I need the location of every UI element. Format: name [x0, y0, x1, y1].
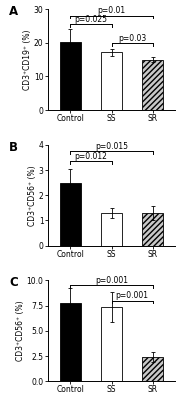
Text: p=0.001: p=0.001: [116, 291, 149, 300]
Text: p=0.001: p=0.001: [95, 276, 128, 285]
Bar: [101, 307, 122, 381]
Bar: [101, 52, 122, 110]
Text: p=0.015: p=0.015: [95, 142, 128, 150]
Text: p=0.03: p=0.03: [118, 34, 146, 43]
Bar: [101, 213, 122, 246]
Text: C: C: [9, 276, 18, 289]
Text: p=0.01: p=0.01: [98, 6, 126, 15]
Y-axis label: CD3⁺CD56⁺ (%): CD3⁺CD56⁺ (%): [28, 165, 37, 226]
Text: p=0.025: p=0.025: [74, 15, 108, 24]
Bar: [60, 42, 81, 110]
Text: B: B: [9, 141, 18, 154]
Text: p=0.012: p=0.012: [75, 152, 107, 161]
Y-axis label: CD3⁺CD56⁺ (%): CD3⁺CD56⁺ (%): [16, 300, 24, 361]
Bar: [142, 213, 163, 246]
Bar: [60, 183, 81, 246]
Bar: [142, 60, 163, 110]
Bar: [142, 357, 163, 381]
Bar: [60, 303, 81, 381]
Text: A: A: [9, 5, 18, 18]
Y-axis label: CD3⁺CD19⁺ (%): CD3⁺CD19⁺ (%): [23, 29, 32, 90]
